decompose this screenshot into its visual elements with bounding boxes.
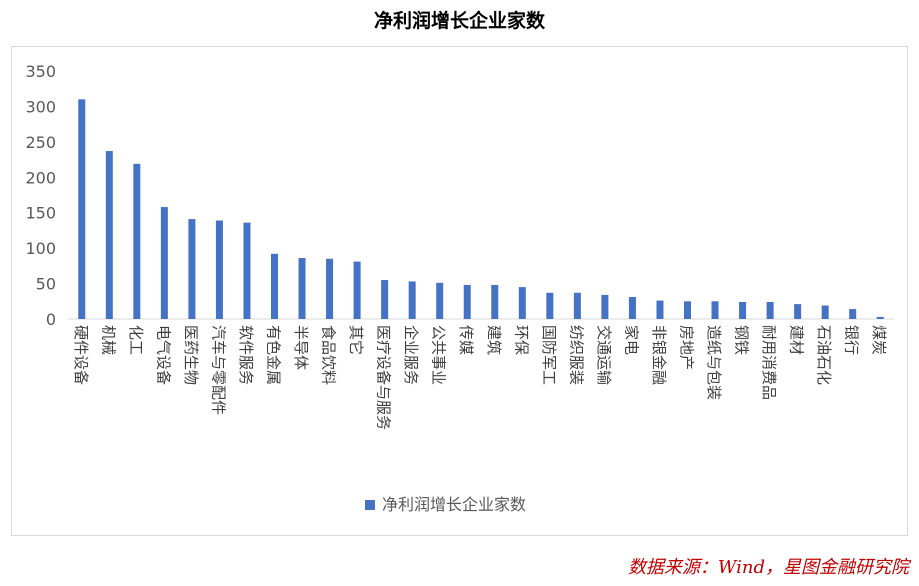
bar <box>794 304 802 319</box>
bar <box>601 294 609 319</box>
x-tick-label: 公共事业 <box>430 325 448 385</box>
bar <box>105 151 113 319</box>
bar <box>684 301 691 319</box>
x-tick-label: 汽车与零配件 <box>209 325 227 415</box>
bar <box>628 297 636 319</box>
bars <box>78 99 884 319</box>
bar <box>408 281 416 319</box>
x-tick-label: 煤炭 <box>870 325 888 355</box>
x-tick-label: 建材 <box>788 325 806 355</box>
chart-title: 净利润增长企业家数 <box>373 10 545 32</box>
y-tick-label: 150 <box>25 204 56 223</box>
bar <box>188 219 196 319</box>
bar <box>711 301 719 319</box>
bar <box>353 261 361 319</box>
bar <box>160 207 168 319</box>
x-tick-label: 半导体 <box>292 325 310 370</box>
x-tick-label: 造纸与包装 <box>705 325 723 400</box>
x-tick-label: 软件服务 <box>237 325 255 385</box>
x-tick-label: 有色金属 <box>265 325 283 385</box>
bar <box>133 163 141 319</box>
x-tick-label: 非银金融 <box>650 325 668 385</box>
x-axis-labels: 硬件设备 机械 化工 电气设备 医药生物 汽车与零配件 软件服务 有色金属 半导体 食品饮料 其它医… <box>72 325 888 430</box>
x-tick-label: 电气设备 <box>154 325 172 385</box>
x-tick-label: 耐用消费品 <box>760 325 778 400</box>
x-tick-label: 交通运输 <box>595 325 613 385</box>
bar <box>78 99 86 319</box>
bar <box>821 305 829 319</box>
y-tick-label: 100 <box>25 239 56 258</box>
x-tick-label: 家电 <box>622 325 640 355</box>
bar <box>739 301 747 319</box>
bar <box>463 284 471 319</box>
bar <box>876 316 884 319</box>
x-tick-label: 食品饮料 <box>320 325 338 385</box>
bar <box>271 253 278 319</box>
bar <box>849 309 857 319</box>
x-tick-label: 钢铁 <box>733 325 751 355</box>
x-tick-label: 银行 <box>843 325 861 355</box>
bar <box>518 287 526 319</box>
chart-frame <box>11 46 908 536</box>
bar <box>326 258 334 319</box>
x-tick-label: 环保 <box>512 325 530 355</box>
bar <box>215 220 223 319</box>
y-tick-label: 200 <box>25 168 56 187</box>
bar <box>491 284 499 319</box>
x-tick-label: 医药生物 <box>182 325 200 385</box>
y-tick-label: 350 <box>25 62 56 81</box>
bar <box>546 292 554 319</box>
x-tick-label: 建筑 <box>485 325 503 355</box>
y-tick-label: 250 <box>25 133 56 152</box>
x-tick-label: 传媒 <box>457 325 475 355</box>
legend-label: 净利润增长企业家数 <box>382 495 526 514</box>
bar <box>573 292 581 319</box>
x-tick-label: 化工 <box>127 325 145 355</box>
bar <box>766 301 774 319</box>
x-tick-label: 石油石化 <box>815 325 833 385</box>
x-tick-label: 纺织服装 <box>567 325 585 385</box>
x-tick-label: 硬件设备 <box>72 325 90 385</box>
y-axis: 0 50 100 150 200 250 300 350 <box>25 62 894 329</box>
legend: 净利润增长企业家数 <box>365 495 526 514</box>
x-tick-label: 医疗设备与服务 <box>375 325 393 430</box>
x-tick-label: 国防军工 <box>540 325 558 385</box>
x-tick-label: 机械 <box>99 325 117 355</box>
bar <box>298 258 306 319</box>
x-tick-label: 房地产 <box>678 325 696 370</box>
source-note: 数据来源：Wind，星图金融研究院 <box>627 557 909 578</box>
bar <box>656 300 664 319</box>
x-tick-label: 企业服务 <box>402 325 420 385</box>
bar <box>243 222 251 319</box>
y-tick-label: 300 <box>25 97 56 116</box>
legend-swatch <box>365 500 375 510</box>
y-tick-label: 0 <box>46 310 56 329</box>
bar <box>381 280 389 319</box>
bar <box>436 282 444 319</box>
y-tick-label: 50 <box>36 275 56 294</box>
x-tick-label: 其它 <box>347 325 365 355</box>
